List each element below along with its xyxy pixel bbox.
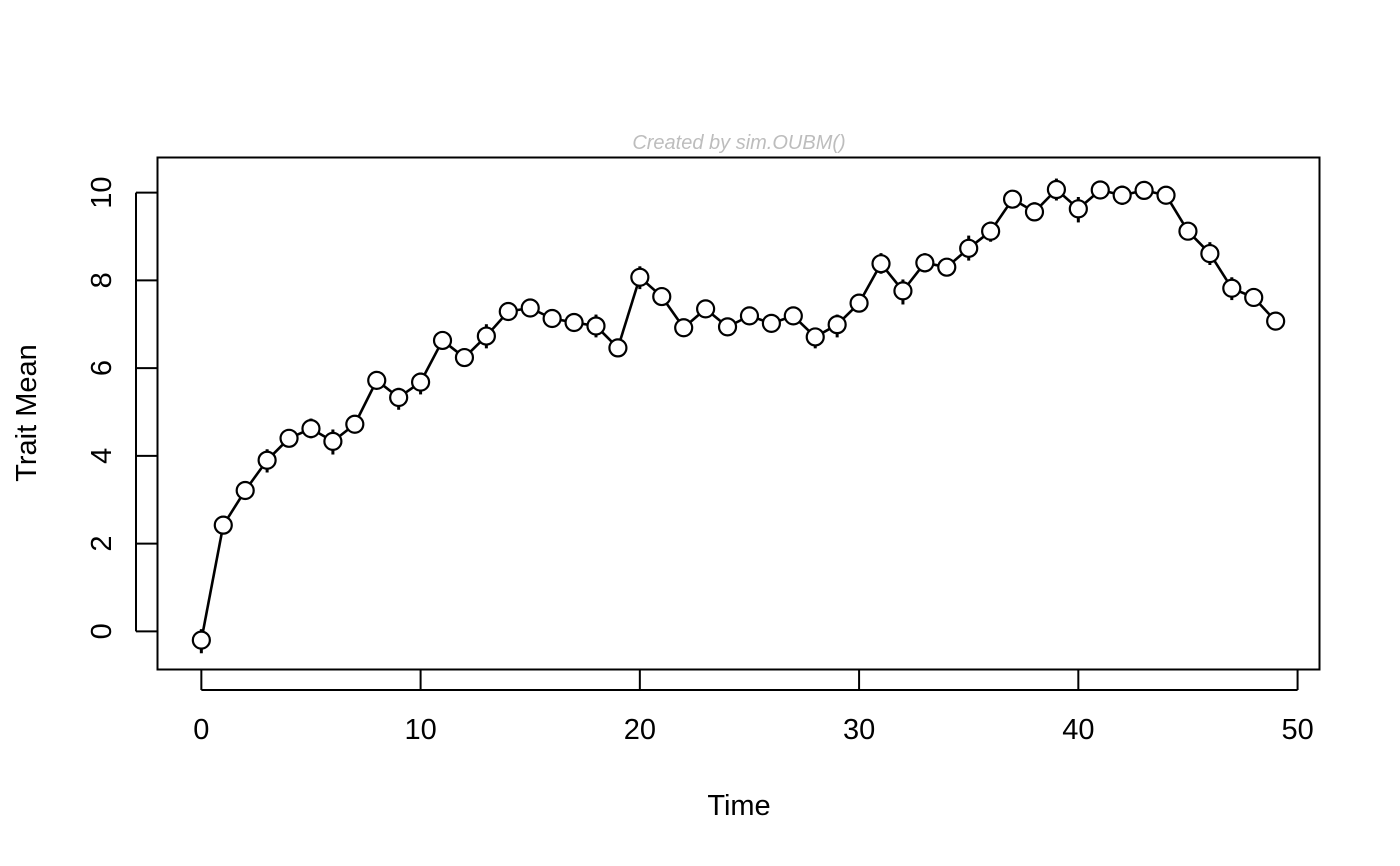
data-point [849,293,869,313]
data-point [586,316,606,336]
data-point [1024,202,1045,222]
x-tick-label: 50 [1281,714,1313,746]
data-point [696,299,716,319]
data-point [739,306,760,326]
x-tick-label: 30 [843,714,875,746]
data-point [410,372,431,392]
x-tick-label: 10 [404,714,436,746]
data-point [652,286,672,307]
data-point [937,257,957,277]
data-point [367,370,387,390]
data-point [323,431,343,451]
chart-subtitle: Created by sim.OUBM() [632,132,845,154]
data-point [1002,189,1023,209]
y-tick-label: 4 [86,448,118,464]
series-line-segment [200,524,225,641]
data-point [674,318,694,338]
y-tick-label: 8 [86,272,118,288]
data-point [1222,278,1242,298]
data-point [1200,243,1220,264]
data-point [1134,180,1154,201]
data-point [915,253,935,273]
data-point [1090,180,1110,200]
error-bars [199,178,1278,654]
data-point [191,630,211,650]
data-point [1068,199,1088,219]
y-tick-label: 2 [86,536,118,552]
data-point [761,313,781,333]
series-line-segment [616,276,642,349]
data-point [213,515,233,535]
data-point [893,281,913,301]
y-axis-title: Trait Mean [11,344,43,482]
y-tick-label: 0 [86,623,118,639]
series-lines [200,188,1277,641]
data-point [717,317,738,337]
data-point [1266,311,1286,331]
data-points [191,179,1286,650]
x-axis-title: Time [707,790,770,822]
data-point [1156,185,1176,205]
data-point [454,347,475,368]
data-point [542,308,562,329]
data-point [498,301,518,322]
data-point [871,254,891,274]
x-tick-label: 20 [624,714,656,746]
y-tick-label: 6 [86,360,118,376]
data-point [981,221,1001,241]
x-axis: 0 10 20 30 40 50 [193,670,1314,746]
plot-frame [156,156,1321,671]
y-tick-label: 10 [86,176,118,208]
data-point [805,327,825,347]
x-tick-label: 40 [1062,714,1094,746]
data-point [520,298,540,318]
x-tick-label: 0 [193,714,209,746]
data-point [476,326,496,346]
data-point [783,306,803,326]
data-point [301,419,321,439]
data-point [1112,185,1132,205]
data-point [257,450,277,470]
data-point [345,414,365,434]
data-point [564,312,584,333]
data-point [279,428,299,448]
data-point [959,238,979,258]
data-point [235,480,255,501]
data-point [1244,287,1264,308]
data-point [432,330,453,351]
data-point [1178,221,1198,241]
y-axis: 0 2 4 6 8 10 [86,176,157,639]
data-point [389,387,409,408]
data-point [630,267,650,287]
data-point [608,338,628,358]
data-point [1046,179,1067,200]
data-point [827,315,847,335]
